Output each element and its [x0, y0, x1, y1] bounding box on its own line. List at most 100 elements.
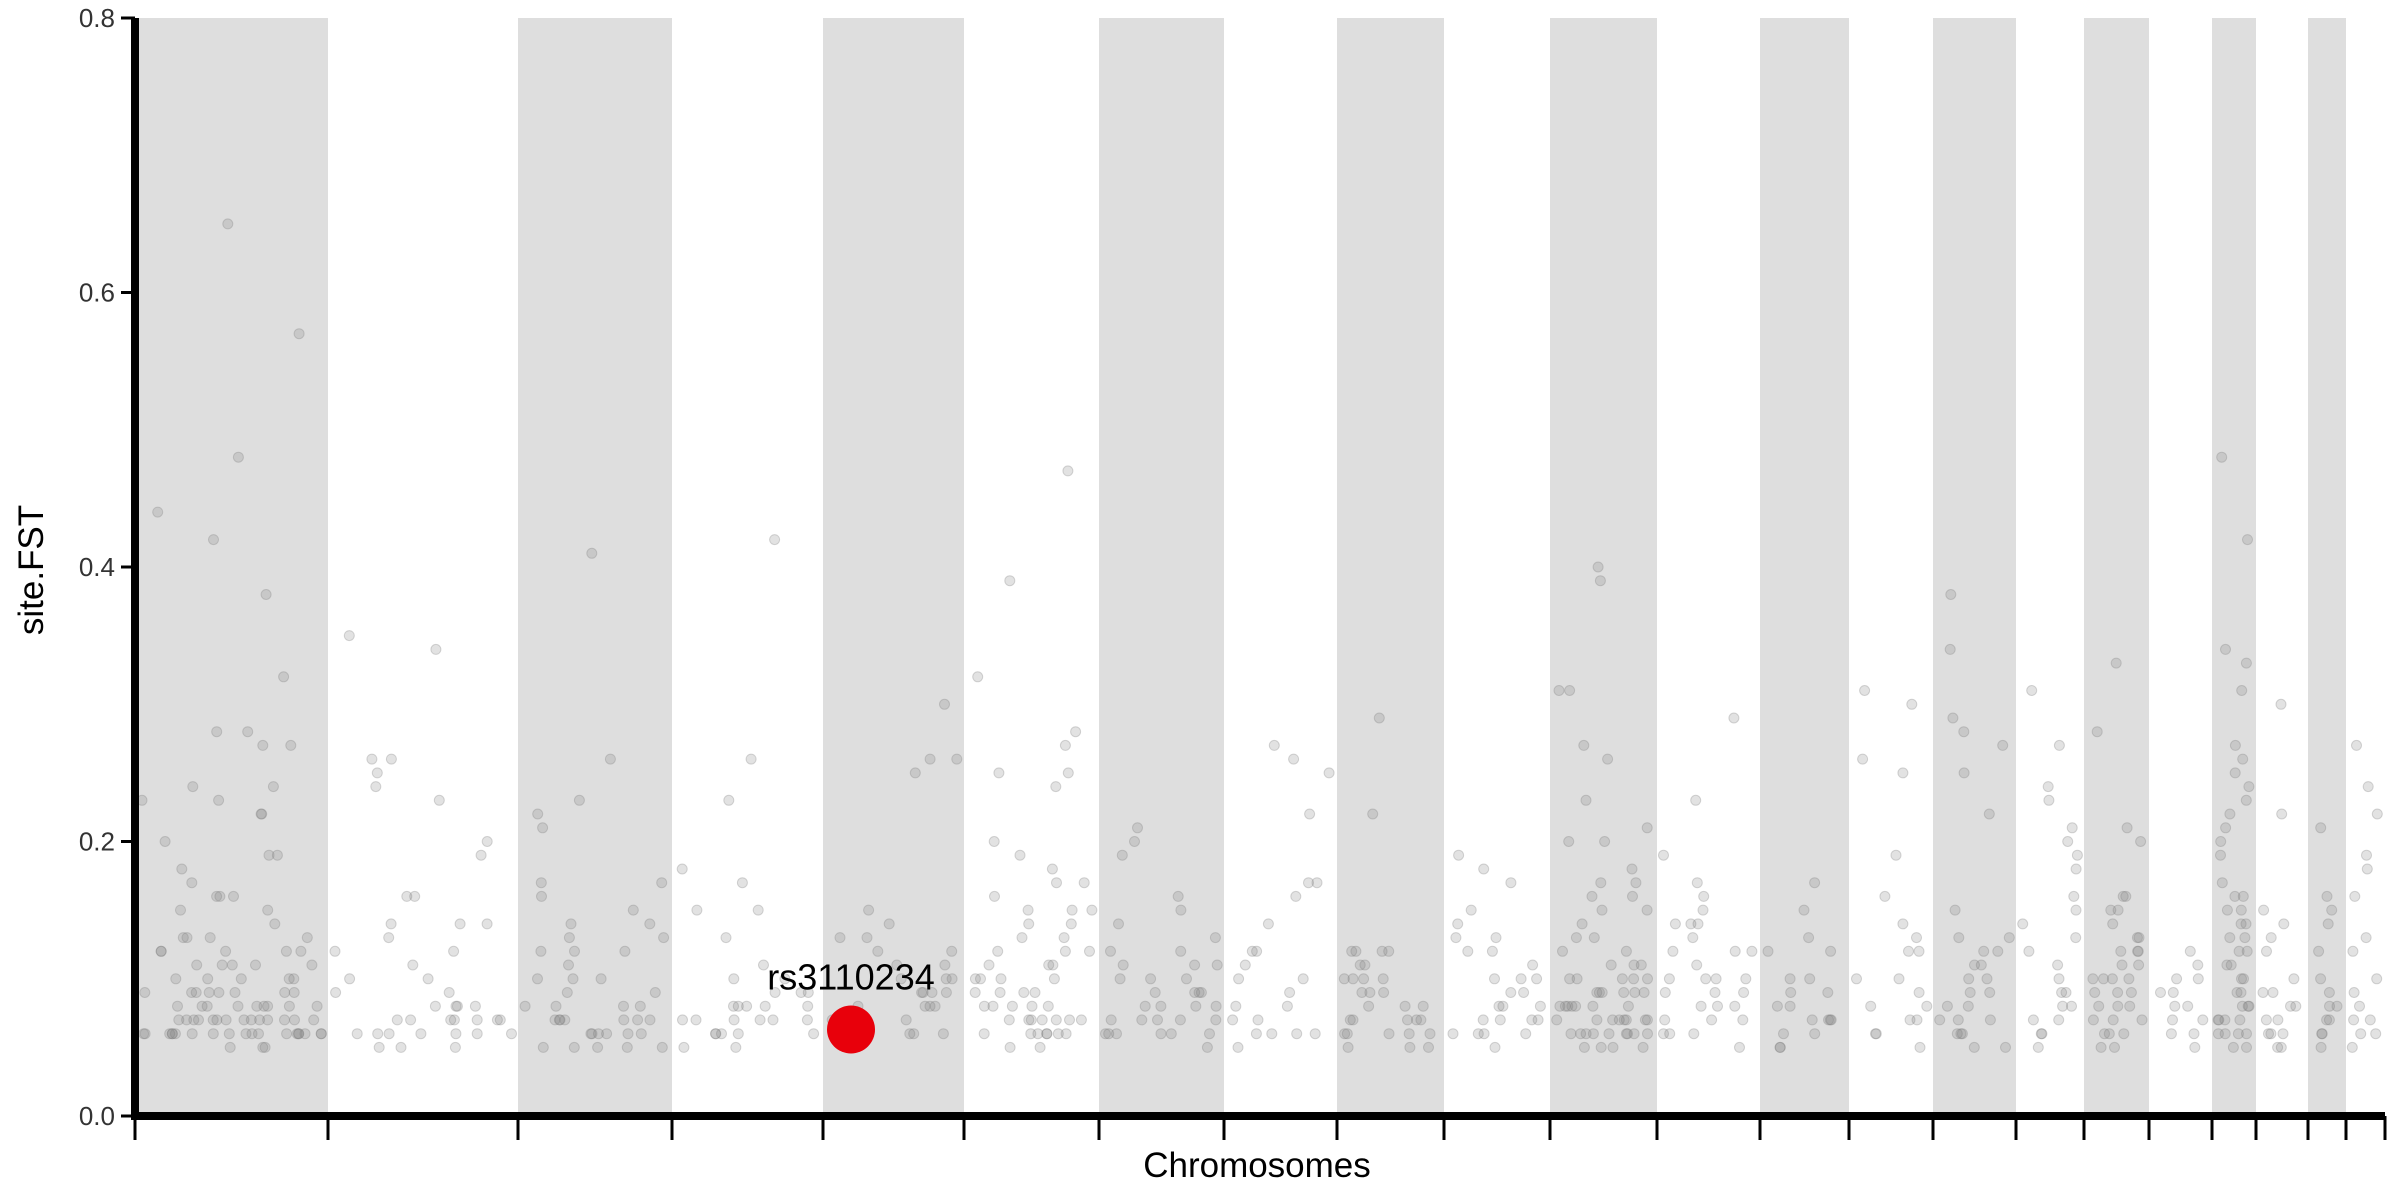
- chromosome-band-7: [1099, 18, 1224, 1116]
- data-point: [260, 589, 272, 600]
- data-point: [1771, 1000, 1783, 1012]
- y-axis-title: site.FST: [12, 505, 51, 635]
- data-point: [311, 1000, 323, 1012]
- data-point: [2258, 904, 2270, 916]
- data-point: [736, 877, 748, 889]
- data-point: [1630, 877, 1642, 889]
- data-point: [372, 1028, 384, 1040]
- data-point: [1728, 712, 1740, 724]
- data-point: [1857, 753, 1869, 765]
- data-point: [904, 1028, 916, 1040]
- data-point: [1230, 1000, 1242, 1012]
- data-point: [1268, 739, 1280, 751]
- data-point: [2225, 959, 2237, 971]
- chromosome-band-5: [823, 18, 964, 1116]
- data-point: [1588, 932, 1600, 944]
- data-point: [159, 836, 171, 847]
- data-point: [2182, 1000, 2194, 1012]
- data-point: [471, 1028, 483, 1040]
- data-point: [1641, 904, 1653, 916]
- data-point: [176, 863, 188, 875]
- data-point: [281, 1028, 293, 1040]
- data-point: [216, 959, 228, 971]
- data-point: [1060, 1028, 1072, 1040]
- data-point: [1014, 849, 1026, 861]
- data-point: [1204, 1028, 1215, 1040]
- data-point: [2171, 973, 2183, 985]
- data-point: [293, 1028, 305, 1040]
- data-point: [2107, 1014, 2119, 1026]
- data-point: [1227, 1014, 1239, 1026]
- data-point: [2192, 959, 2204, 971]
- y-tick-label: 0.0: [79, 1101, 115, 1131]
- data-point: [2070, 932, 2082, 944]
- data-point: [1890, 849, 1902, 861]
- data-point: [1478, 1028, 1490, 1040]
- data-point: [2023, 945, 2035, 957]
- data-point: [172, 1000, 183, 1012]
- data-point: [291, 1028, 303, 1040]
- data-point: [1859, 685, 1871, 696]
- data-point: [1189, 987, 1201, 998]
- data-point: [1531, 973, 1543, 985]
- data-point: [1618, 1014, 1630, 1026]
- data-point: [1252, 1014, 1264, 1026]
- data-point: [1195, 987, 1207, 998]
- data-point: [2110, 657, 2122, 669]
- data-point: [1303, 877, 1314, 889]
- data-point: [2216, 877, 2228, 889]
- data-point: [802, 1000, 814, 1012]
- data-point: [676, 863, 688, 875]
- data-point: [1139, 1000, 1151, 1012]
- data-point: [1562, 1000, 1574, 1012]
- data-point: [2361, 863, 2373, 875]
- data-point: [1981, 973, 1993, 985]
- data-point: [1628, 973, 1640, 985]
- data-point: [213, 794, 225, 806]
- data-point: [1358, 973, 1370, 985]
- data-point: [1026, 1000, 1038, 1012]
- data-point: [1592, 561, 1604, 573]
- data-point: [2316, 1028, 2328, 1040]
- data-point: [1706, 1014, 1718, 1026]
- data-point: [2089, 987, 2101, 998]
- data-point: [2112, 987, 2124, 998]
- data-point: [2060, 987, 2072, 998]
- data-point: [278, 671, 290, 683]
- data-point: [1266, 1028, 1278, 1040]
- data-point: [2192, 973, 2204, 985]
- data-point: [908, 1028, 920, 1040]
- data-point: [1311, 877, 1323, 889]
- data-point: [1304, 808, 1316, 820]
- data-point: [619, 945, 631, 957]
- data-point: [1596, 987, 1608, 998]
- data-point: [690, 1014, 702, 1026]
- data-point: [2315, 1041, 2327, 1053]
- data-point: [1593, 987, 1605, 998]
- data-point: [1628, 959, 1640, 971]
- data-point: [173, 1014, 185, 1026]
- data-point: [1281, 1000, 1293, 1012]
- data-point: [863, 904, 875, 916]
- data-point: [1006, 1000, 1018, 1012]
- data-point: [445, 1014, 457, 1026]
- data-point: [1566, 1000, 1578, 1012]
- data-point: [569, 945, 580, 957]
- data-point: [1784, 973, 1796, 985]
- data-point: [2091, 726, 2103, 738]
- data-point: [1664, 1028, 1676, 1040]
- data-point: [2237, 890, 2249, 902]
- data-point: [1018, 987, 1030, 998]
- data-point: [2167, 1014, 2178, 1026]
- data-point: [1893, 973, 1905, 985]
- data-point: [193, 1014, 204, 1026]
- data-point: [422, 973, 434, 985]
- data-point: [401, 890, 413, 902]
- data-point: [2263, 1028, 2274, 1040]
- data-point: [481, 918, 493, 930]
- data-point: [2360, 932, 2372, 944]
- data-point: [395, 1041, 407, 1053]
- data-point: [2125, 987, 2137, 998]
- data-point: [228, 890, 239, 902]
- data-point: [481, 836, 493, 847]
